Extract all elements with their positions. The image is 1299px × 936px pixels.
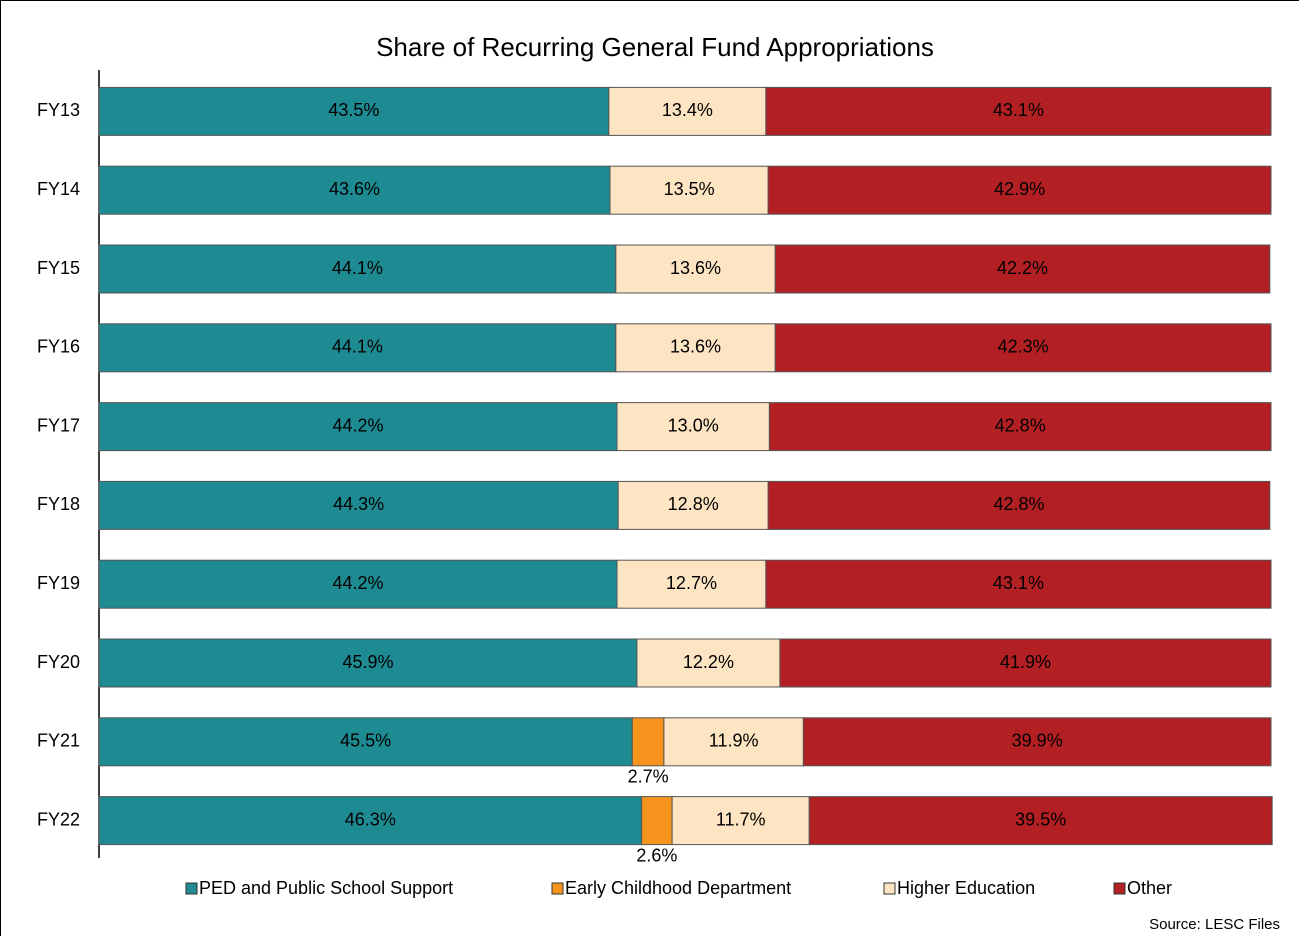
source: Source: LESC Files	[1149, 916, 1280, 933]
bar-segment	[671, 796, 810, 846]
bar-segment	[615, 244, 776, 294]
data-label: 2.7%	[628, 767, 669, 787]
data-label: 13.5%	[664, 179, 715, 199]
data-label: 13.4%	[662, 100, 713, 120]
bar-segment	[802, 717, 1272, 767]
y-tick-label: FY13	[37, 100, 80, 120]
y-tick-label: FY15	[37, 258, 80, 278]
legend-label: Other	[1127, 878, 1172, 898]
bar-segment	[641, 796, 673, 846]
data-label: 12.7%	[666, 573, 717, 593]
y-tick-label: FY17	[37, 415, 80, 435]
data-label: 44.3%	[333, 494, 384, 514]
bar-segment	[98, 717, 633, 767]
data-label: 44.1%	[332, 337, 383, 357]
data-label: 45.9%	[342, 652, 393, 672]
legend-label: Early Childhood Department	[565, 878, 791, 898]
y-tick-label: FY21	[37, 731, 80, 751]
bar-segment	[98, 323, 617, 373]
data-label: 11.9%	[709, 731, 759, 751]
bar-segment	[765, 559, 1272, 609]
chart-title: Share of Recurring General Fund Appropri…	[376, 32, 934, 62]
data-label: 44.2%	[332, 415, 383, 435]
y-tick-label: FY14	[37, 179, 80, 199]
data-label: 13.6%	[670, 337, 721, 357]
y-tick-label: FY18	[37, 494, 80, 514]
bar-segment	[774, 244, 1271, 294]
bar-segment	[768, 402, 1272, 452]
bar-segment	[636, 638, 781, 688]
bar-segment	[98, 796, 643, 846]
bar-segment	[663, 717, 804, 767]
data-label: 43.1%	[993, 100, 1044, 120]
bar-segment	[767, 480, 1271, 530]
legend-label: Higher Education	[897, 878, 1035, 898]
legend-swatch	[551, 882, 564, 895]
data-label: 2.6%	[636, 845, 677, 865]
data-label: 41.9%	[1000, 652, 1051, 672]
bar-segment	[98, 480, 619, 530]
data-label: 42.8%	[995, 415, 1046, 435]
data-label: 42.3%	[998, 337, 1049, 357]
data-label: 42.2%	[997, 258, 1048, 278]
y-tick-label: FY20	[37, 652, 80, 672]
bar-segment	[616, 559, 767, 609]
bar-segment	[779, 638, 1272, 688]
bar-segment	[617, 480, 769, 530]
bar-segment	[616, 402, 770, 452]
data-label: 13.6%	[670, 258, 721, 278]
legend-label: PED and Public School Support	[199, 878, 453, 898]
y-tick-label: FY22	[37, 809, 80, 829]
data-label: 43.5%	[328, 100, 379, 120]
bar-segment	[808, 796, 1273, 846]
bar-segment	[98, 559, 618, 609]
data-label: 43.1%	[993, 573, 1044, 593]
y-tick-label: FY16	[37, 337, 80, 357]
bar-segment	[98, 402, 618, 452]
data-label: 46.3%	[345, 809, 396, 829]
bar-segment	[98, 86, 610, 136]
bar-segment	[631, 717, 665, 767]
data-label: 39.5%	[1015, 809, 1066, 829]
data-label: 42.9%	[994, 179, 1045, 199]
data-label: 39.9%	[1012, 731, 1063, 751]
data-label: 44.2%	[332, 573, 383, 593]
bar-segment	[765, 86, 1272, 136]
legend-swatch	[185, 882, 198, 895]
data-label: 45.5%	[340, 731, 391, 751]
data-label: 43.6%	[329, 179, 380, 199]
bar-segment	[608, 86, 767, 136]
data-label: 42.8%	[993, 494, 1044, 514]
data-label: 12.2%	[683, 652, 734, 672]
bar-segment	[98, 638, 638, 688]
legend-swatch	[883, 882, 896, 895]
bar-segment	[774, 323, 1272, 373]
data-label: 12.8%	[668, 494, 719, 514]
data-label: 13.0%	[668, 415, 719, 435]
y-tick-label: FY19	[37, 573, 80, 593]
legend-swatch	[1113, 882, 1126, 895]
data-label: 11.7%	[716, 809, 766, 829]
bar-segment	[767, 165, 1272, 215]
data-label: 44.1%	[332, 258, 383, 278]
bar-segment	[615, 323, 776, 373]
